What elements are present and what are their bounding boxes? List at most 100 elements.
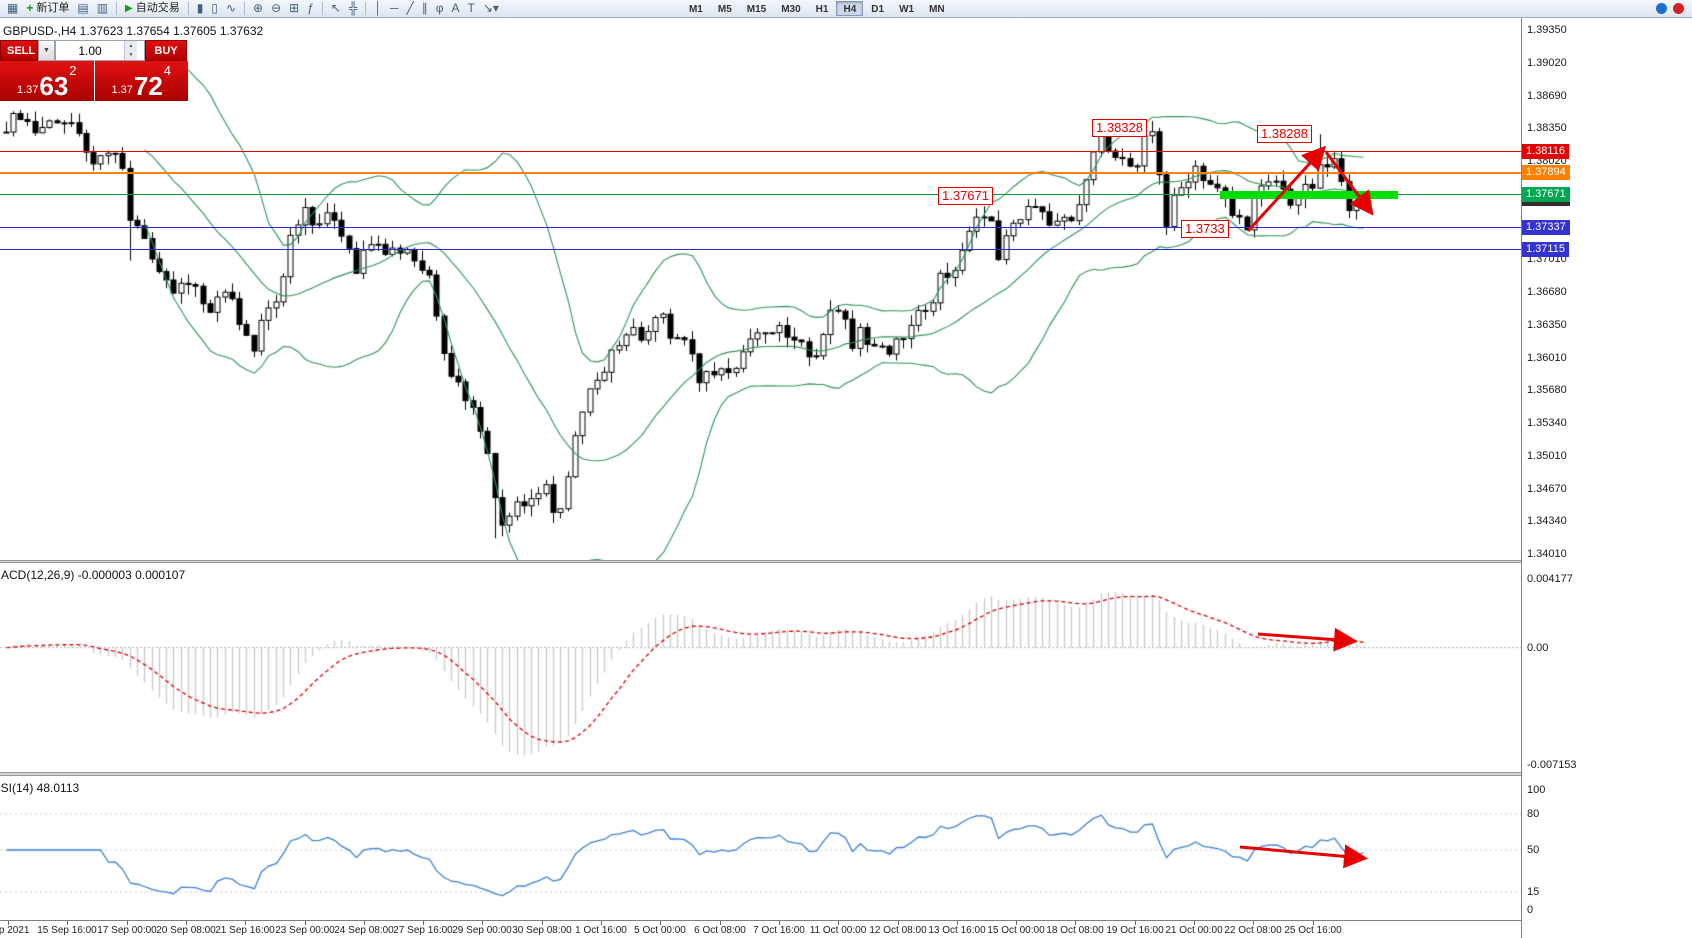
rsi-indicator-label: RSI(14) 48.0113 <box>0 781 80 795</box>
help-icon[interactable] <box>1656 3 1667 14</box>
time-tick <box>1253 921 1254 925</box>
price-label-box[interactable]: 1.38328 <box>1092 119 1147 137</box>
time-tick <box>1135 921 1136 925</box>
candlestick-chart[interactable] <box>0 18 1521 560</box>
crosshair-icon[interactable]: ╬ <box>348 1 358 15</box>
time-tick <box>423 921 424 925</box>
time-tick <box>957 921 958 925</box>
time-tick <box>127 921 128 925</box>
indicators-icon[interactable]: ƒ <box>307 1 314 15</box>
horizontal-line-1.37337[interactable] <box>0 227 1521 228</box>
profiles-icon[interactable]: ▥ <box>96 1 109 15</box>
time-axis-label: 5 Oct 00:00 <box>634 925 686 936</box>
rsi-axis-label: 50 <box>1527 844 1540 856</box>
timeframe-w1-button[interactable]: W1 <box>892 1 921 16</box>
volume-field: ▲ ▼ <box>55 40 145 61</box>
price-chart-panel: GBPUSD-,H4 1.37623 1.37654 1.37605 1.376… <box>0 18 1521 560</box>
buy-price-button[interactable]: 1.37 72 4 <box>94 61 188 101</box>
horizontal-line-1.37894[interactable] <box>0 172 1521 174</box>
horizontal-line-1.37115[interactable] <box>0 249 1521 250</box>
price-label-box[interactable]: 1.38288 <box>1257 125 1312 143</box>
macd-chart[interactable] <box>0 563 1521 772</box>
volume-up-button[interactable]: ▲ <box>124 41 137 51</box>
quote-row: 1.37 63 2 1.37 72 4 <box>0 61 188 101</box>
vertical-line-icon[interactable]: │ <box>374 1 382 15</box>
timeframe-m30-button[interactable]: M30 <box>774 1 807 16</box>
new-chart-icon[interactable]: ▦ <box>7 1 19 15</box>
time-tick <box>838 921 839 925</box>
price-axis-label: 1.39350 <box>1527 24 1567 36</box>
price-axis[interactable]: 1.393501.390201.386901.383501.380201.376… <box>1521 18 1692 938</box>
autotrading-label: 自动交易 <box>135 2 180 14</box>
rsi-axis-label: 15 <box>1527 886 1540 898</box>
panel-separator[interactable] <box>0 560 1692 563</box>
toolbar-separator <box>244 2 246 15</box>
time-axis-label: 29 Sep 00:00 <box>452 925 512 936</box>
timeframe-mn-button[interactable]: MN <box>922 1 952 16</box>
label-icon[interactable]: T <box>467 1 475 15</box>
time-axis-label: Sep 2021 <box>0 925 30 936</box>
toolbar-separator <box>321 2 323 15</box>
text-icon[interactable]: A <box>451 1 460 15</box>
price-axis-label: 1.38690 <box>1527 90 1567 102</box>
rsi-axis-label: 100 <box>1527 784 1546 796</box>
timeframe-m5-button[interactable]: M5 <box>711 1 739 16</box>
fibonacci-icon[interactable]: φ <box>435 1 444 15</box>
sell-button[interactable]: SELL <box>0 40 38 61</box>
new-order-button[interactable]: + 新订单 <box>23 1 72 16</box>
timeframe-m15-button[interactable]: M15 <box>740 1 773 16</box>
channel-icon[interactable]: ∥ <box>421 1 428 15</box>
order-type-dropdown[interactable]: ▼ <box>38 40 55 61</box>
trendline-icon[interactable]: ╱ <box>406 1 414 15</box>
bar-chart-icon[interactable]: ▮ <box>196 1 204 15</box>
grid-icon[interactable]: ⊞ <box>289 1 300 15</box>
buy-price-pip: 4 <box>163 63 172 78</box>
timeframe-d1-button[interactable]: D1 <box>864 1 891 16</box>
price-label-box[interactable]: 1.3733 <box>1181 220 1229 238</box>
price-axis-label: 1.35680 <box>1527 384 1567 396</box>
time-axis-label: 6 Oct 08:00 <box>694 925 746 936</box>
play-icon: ▶ <box>125 3 133 14</box>
timeframe-h4-button[interactable]: H4 <box>836 1 864 16</box>
time-axis-label: 23 Sep 00:00 <box>275 925 335 936</box>
horizontal-line-1.38116[interactable] <box>0 151 1521 152</box>
chart-window-icon[interactable]: ▤ <box>77 1 89 15</box>
time-tick <box>8 921 9 925</box>
time-axis-label: 24 Sep 08:00 <box>334 925 394 936</box>
cursor-icon[interactable]: ↖ <box>330 1 341 15</box>
autotrading-button[interactable]: ▶ 自动交易 <box>122 1 183 16</box>
price-axis-label: 1.35010 <box>1527 450 1567 462</box>
time-tick <box>67 921 68 925</box>
price-axis-label: 1.34340 <box>1527 515 1567 527</box>
support-zone-rectangle[interactable] <box>1220 191 1398 199</box>
timeframe-m1-button[interactable]: M1 <box>682 1 710 16</box>
time-tick <box>482 921 483 925</box>
price-label-box[interactable]: 1.37671 <box>938 187 993 205</box>
toolbar-separator <box>365 2 367 15</box>
price-axis-label: 1.36010 <box>1527 352 1567 364</box>
toolbar-separator <box>116 2 118 15</box>
rsi-chart[interactable] <box>0 776 1521 920</box>
alerts-icon[interactable] <box>1673 3 1684 14</box>
panel-separator[interactable] <box>0 772 1692 776</box>
arrow-tool-icon[interactable]: ↘▾ <box>482 1 499 15</box>
time-axis-label: 12 Oct 08:00 <box>869 925 927 936</box>
zoom-out-icon[interactable]: ⊖ <box>271 1 282 15</box>
sell-price-button[interactable]: 1.37 63 2 <box>0 61 94 101</box>
line-chart-icon[interactable]: ∿ <box>225 1 237 15</box>
buy-button[interactable]: BUY <box>145 40 187 61</box>
candlestick-chart-icon[interactable]: ▯ <box>211 1 218 15</box>
horizontal-line-icon[interactable]: ─ <box>389 1 399 15</box>
price-axis-label: 1.36350 <box>1527 319 1567 331</box>
timeframe-toolbar: M1 M5 M15 M30 H1 H4 D1 W1 MN <box>682 1 952 16</box>
time-axis-label: 17 Sep 00:00 <box>97 925 157 936</box>
zoom-in-icon[interactable]: ⊕ <box>253 1 264 15</box>
horizontal-line-1.37671[interactable] <box>0 194 1521 195</box>
price-axis-label: 1.34010 <box>1527 548 1567 560</box>
macd-axis-label: 0.00 <box>1527 642 1549 654</box>
time-axis-label: 20 Sep 08:00 <box>156 925 216 936</box>
volume-input[interactable] <box>56 41 124 60</box>
volume-down-button[interactable]: ▼ <box>124 50 137 60</box>
timeframe-h1-button[interactable]: H1 <box>809 1 836 16</box>
